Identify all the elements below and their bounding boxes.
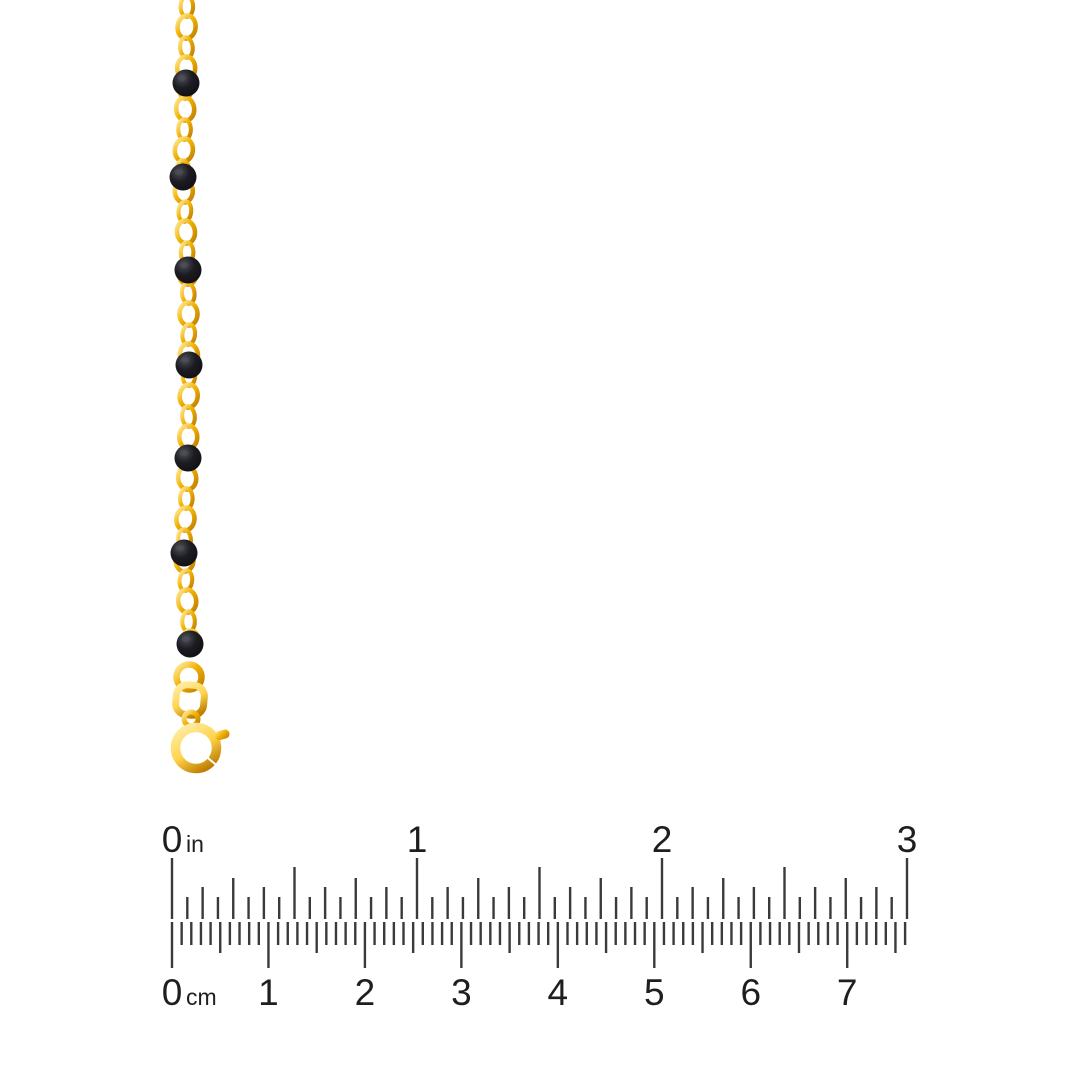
cm-number-label: 6 xyxy=(740,972,761,1013)
cm-number-label: 3 xyxy=(451,972,472,1013)
bead-highlight xyxy=(181,636,191,642)
clasp-assembly xyxy=(170,661,230,774)
ruler-inch-ticks xyxy=(170,858,909,919)
black-enamel-bead xyxy=(169,163,197,191)
ruler-cm-ticks xyxy=(170,922,907,968)
bead-highlight xyxy=(179,262,189,268)
enamel-beads xyxy=(169,69,204,658)
cm-unit-label: cm xyxy=(186,984,217,1010)
inch-number-label: 3 xyxy=(897,819,918,860)
chain-link xyxy=(177,300,200,328)
cm-number-label: 1 xyxy=(258,972,279,1013)
black-enamel-bead xyxy=(170,539,198,567)
inch-number-label: 2 xyxy=(652,819,673,860)
cm-number-label: 4 xyxy=(548,972,569,1013)
black-enamel-bead xyxy=(172,69,200,97)
bead-highlight xyxy=(175,545,185,551)
bead-highlight xyxy=(180,357,190,363)
bead-highlight xyxy=(179,450,189,456)
black-enamel-bead xyxy=(175,351,203,379)
inch-number-label: 0 xyxy=(162,819,183,860)
cm-number-label: 2 xyxy=(355,972,376,1013)
black-enamel-bead xyxy=(176,630,204,658)
cm-number-label: 5 xyxy=(644,972,665,1013)
black-enamel-bead xyxy=(174,256,202,284)
cm-number-label: 0 xyxy=(162,972,183,1013)
bead-highlight xyxy=(174,169,184,175)
inch-unit-label: in xyxy=(186,831,204,857)
spring-ring-clasp xyxy=(170,722,222,774)
spring-ring-seam xyxy=(203,753,217,766)
bead-highlight xyxy=(177,75,187,81)
cm-number-label: 7 xyxy=(837,972,858,1013)
black-enamel-bead xyxy=(174,444,202,472)
jump-ring xyxy=(173,661,205,693)
inch-number-label: 1 xyxy=(407,819,428,860)
spring-ring-lever xyxy=(214,729,230,741)
